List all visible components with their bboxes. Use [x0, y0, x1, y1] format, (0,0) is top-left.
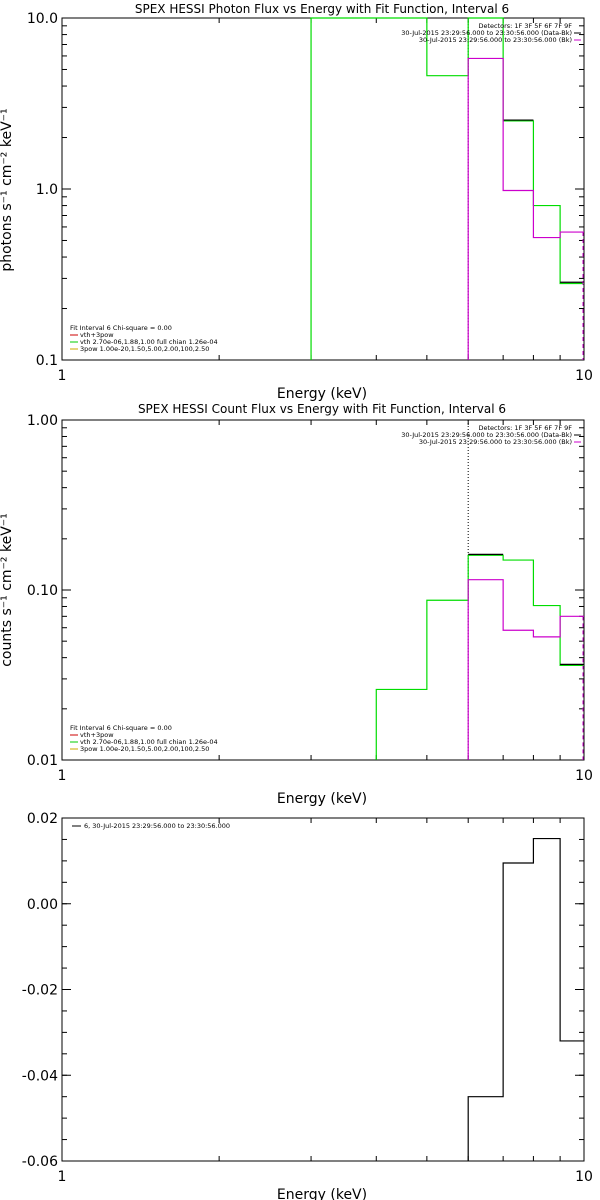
- legend-bottom-entry: vth+3pow: [80, 731, 114, 739]
- x-tick-label: 10: [575, 368, 593, 384]
- y-tick-label: 0.00: [27, 897, 58, 913]
- y-tick-label: 10.0: [27, 11, 58, 27]
- legend-top-entry: 30-Jul-2015 23:29:56.000 to 23:30:56.000…: [419, 36, 572, 44]
- x-tick-label: 10: [575, 768, 593, 784]
- x-tick-label: 10: [575, 1169, 593, 1185]
- y-axis-label: counts s⁻¹ cm⁻² keV⁻¹: [0, 513, 15, 667]
- y-tick-label: 1.00: [27, 413, 58, 429]
- legend-bottom-entry: vth 2.70e-06,1.88,1.00 full chian 1.26e-…: [80, 338, 218, 346]
- legend-bottom-entry: 3pow 1.00e-20,1.50,5.00,2.00,100,2.50: [80, 345, 209, 353]
- plot-frame: [61, 419, 585, 761]
- y-tick-label: 0.01: [27, 753, 58, 769]
- y-axis-label: photons s⁻¹ cm⁻² keV⁻¹: [0, 108, 15, 271]
- legend-top-entry: 30-Jul-2015 23:29:56.000 to 23:30:56.000…: [401, 431, 572, 439]
- y-tick-label: -0.04: [22, 1068, 58, 1084]
- y-tick-label: 0.02: [27, 811, 58, 827]
- legend-bottom-entry: Fit Interval 6 Chi-square = 0.00: [70, 724, 172, 732]
- spectrum-series: [467, 579, 584, 760]
- x-axis-label: Energy (keV): [277, 791, 367, 807]
- legend-top-entry: 6, 30-Jul-2015 23:29:56.000 to 23:30:56.…: [84, 822, 230, 830]
- spectrum-series: [375, 554, 584, 760]
- legend-bottom-entry: vth 2.70e-06,1.88,1.00 full chian 1.26e-…: [80, 738, 218, 746]
- plot-frame: [61, 817, 585, 1162]
- spectrum-series: [467, 837, 584, 1161]
- legend-bottom-entry: 3pow 1.00e-20,1.50,5.00,2.00,100,2.50: [80, 745, 209, 753]
- x-tick-label: 1: [58, 768, 67, 784]
- y-tick-label: 1.0: [36, 182, 58, 198]
- y-tick-label: -0.06: [22, 1154, 58, 1170]
- x-tick-label: 1: [58, 1169, 67, 1185]
- x-axis-label: Energy (keV): [277, 386, 367, 402]
- legend-top-entry: Detectors: 1F 3F 5F 6F 7F 9F: [478, 424, 572, 432]
- legend-top-entry: Detectors: 1F 3F 5F 6F 7F 9F: [478, 22, 572, 30]
- legend-bottom-entry: Fit Interval 6 Chi-square = 0.00: [70, 324, 172, 332]
- legend-top-entry: 30-Jul-2015 23:29:56.000 to 23:30:56.000…: [401, 29, 572, 37]
- panel-photon-flux: SPEX HESSI Photon Flux vs Energy with Fi…: [0, 2, 593, 402]
- chart-title: SPEX HESSI Photon Flux vs Energy with Fi…: [135, 2, 509, 16]
- y-tick-label: 0.10: [27, 583, 58, 599]
- spectrum-series: [310, 17, 584, 360]
- chart-title: SPEX HESSI Count Flux vs Energy with Fit…: [138, 402, 506, 416]
- panel-count-flux: SPEX HESSI Count Flux vs Energy with Fit…: [0, 402, 593, 807]
- y-tick-label: -0.02: [22, 983, 58, 999]
- x-tick-label: 1: [58, 368, 67, 384]
- legend-top-entry: 30-Jul-2015 23:29:56.000 to 23:30:56.000…: [419, 438, 572, 446]
- x-axis-label: Energy (keV): [277, 1187, 367, 1200]
- panel-residuals: Energy (keV) -0.06 -0.04 -0.02 0.00 0.02 1 10 6…: [22, 811, 593, 1200]
- y-tick-label: 0.1: [36, 353, 58, 369]
- spectrum-series: [467, 57, 584, 360]
- legend-bottom-entry: vth+3pow: [80, 331, 114, 339]
- plot-frame: [61, 17, 585, 361]
